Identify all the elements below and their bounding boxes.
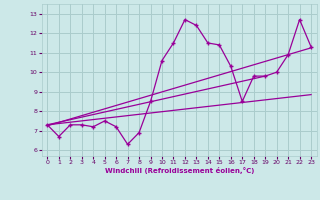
X-axis label: Windchill (Refroidissement éolien,°C): Windchill (Refroidissement éolien,°C)	[105, 167, 254, 174]
